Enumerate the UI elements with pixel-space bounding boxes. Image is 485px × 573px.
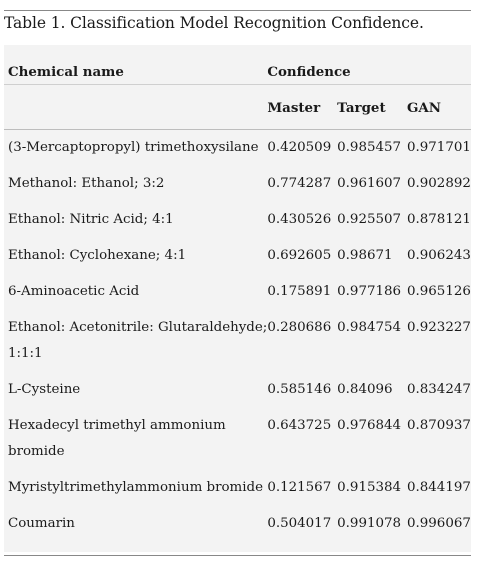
chemical-name: L-Cysteine xyxy=(8,381,81,397)
master-value: 0.175891 xyxy=(267,283,332,299)
table-row: L-Cysteine 0.585146 0.84096 0.834247 xyxy=(4,372,471,408)
master-value: 0.692605 xyxy=(267,247,332,263)
table-row: Hexadecyl trimethyl ammonium bromide 0.6… xyxy=(4,408,471,470)
gan-value: 0.965126 xyxy=(406,283,471,299)
top-rule xyxy=(4,10,471,11)
header-master: Master xyxy=(267,83,338,130)
chemical-name-cell: Coumarin xyxy=(4,506,267,542)
chemical-name-cell: Ethanol: Acetonitrile: Glutaraldehyde; 1… xyxy=(4,310,267,372)
header-chemical-name: Chemical name xyxy=(8,64,124,80)
master-value: 0.774287 xyxy=(267,175,332,191)
target-value: 0.98671 xyxy=(337,247,393,263)
header-blank xyxy=(4,83,268,130)
chemical-name: Ethanol: Nitric Acid; 4:1 xyxy=(8,211,174,227)
table-row: Methanol: Ethanol; 3:2 0.774287 0.961607… xyxy=(4,166,471,202)
chemical-name-continued: bromide xyxy=(8,443,65,459)
target-value: 0.985457 xyxy=(337,139,402,155)
gan-value: 0.971701 xyxy=(406,139,471,155)
table-row: Ethanol: Nitric Acid; 4:1 0.430526 0.925… xyxy=(4,202,471,238)
chemical-name: Ethanol: Acetonitrile: Glutaraldehyde; xyxy=(8,319,268,335)
chemical-name-cell: (3-Mercaptopropyl) trimethoxysilane xyxy=(4,129,267,166)
chemical-name: Myristyltrimethylammonium bromide xyxy=(8,479,264,495)
chemical-name-continued: 1:1:1 xyxy=(8,345,43,361)
target-value: 0.961607 xyxy=(337,175,402,191)
gan-value: 0.923227 xyxy=(406,319,471,335)
bottom-rule xyxy=(4,555,471,556)
chemical-name-cell: Hexadecyl trimethyl ammonium bromide xyxy=(4,408,267,470)
target-value: 0.976844 xyxy=(337,417,402,433)
gan-value: 0.906243 xyxy=(406,247,471,263)
master-value: 0.280686 xyxy=(267,319,332,335)
target-value: 0.925507 xyxy=(337,211,402,227)
target-value: 0.991078 xyxy=(337,515,402,531)
header-gan: GAN xyxy=(406,83,471,130)
master-value: 0.643725 xyxy=(267,417,332,433)
chemical-name: Coumarin xyxy=(8,515,75,531)
chemical-name-cell: 6-Aminoacetic Acid xyxy=(4,274,267,310)
master-value: 0.420509 xyxy=(267,139,332,155)
chemical-name: 6-Aminoacetic Acid xyxy=(8,283,140,299)
master-value: 0.430526 xyxy=(267,211,332,227)
master-value: 0.585146 xyxy=(267,381,332,397)
table-row: 6-Aminoacetic Acid 0.175891 0.977186 0.9… xyxy=(4,274,471,310)
chemical-name-cell: Ethanol: Nitric Acid; 4:1 xyxy=(4,202,267,238)
chemical-name: (3-Mercaptopropyl) trimethoxysilane xyxy=(8,139,259,155)
gan-value: 0.834247 xyxy=(406,381,471,397)
target-value: 0.915384 xyxy=(337,479,402,495)
chemical-name: Hexadecyl trimethyl ammonium xyxy=(8,417,226,433)
table-container: Chemical name Confidence Master Target G… xyxy=(4,45,471,552)
table-row: (3-Mercaptopropyl) trimethoxysilane 0.42… xyxy=(4,129,471,166)
table-row: Coumarin 0.504017 0.991078 0.996067 xyxy=(4,506,471,542)
gan-value: 0.878121 xyxy=(406,211,471,227)
table-row: Ethanol: Acetonitrile: Glutaraldehyde; 1… xyxy=(4,310,471,372)
chemical-name-cell: Methanol: Ethanol; 3:2 xyxy=(4,166,267,202)
table-caption: Table 1. Classification Model Recognitio… xyxy=(4,14,424,32)
confidence-table: Chemical name Confidence Master Target G… xyxy=(4,45,471,542)
gan-value: 0.996067 xyxy=(406,515,471,531)
master-value: 0.121567 xyxy=(267,479,332,495)
table-row: Ethanol: Cyclohexane; 4:1 0.692605 0.986… xyxy=(4,238,471,274)
table-row: Myristyltrimethylammonium bromide 0.1215… xyxy=(4,470,471,506)
header-confidence: Confidence xyxy=(267,45,471,85)
chemical-name-cell: Myristyltrimethylammonium bromide xyxy=(4,470,267,506)
target-value: 0.984754 xyxy=(337,319,402,335)
master-value: 0.504017 xyxy=(267,515,332,531)
header-target: Target xyxy=(337,83,407,130)
chemical-name: Methanol: Ethanol; 3:2 xyxy=(8,175,165,191)
chemical-name-cell: Ethanol: Cyclohexane; 4:1 xyxy=(4,238,267,274)
gan-value: 0.902892 xyxy=(406,175,471,191)
chemical-name: Ethanol: Cyclohexane; 4:1 xyxy=(8,247,187,263)
target-value: 0.977186 xyxy=(337,283,402,299)
chemical-name-cell: L-Cysteine xyxy=(4,372,267,408)
target-value: 0.84096 xyxy=(337,381,393,397)
gan-value: 0.844197 xyxy=(406,479,471,495)
gan-value: 0.870937 xyxy=(406,417,471,433)
